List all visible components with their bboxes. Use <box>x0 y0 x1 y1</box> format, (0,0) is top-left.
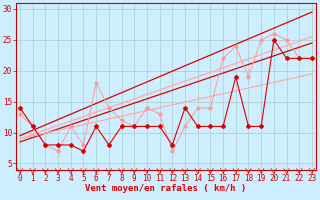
X-axis label: Vent moyen/en rafales ( km/h ): Vent moyen/en rafales ( km/h ) <box>85 184 247 193</box>
